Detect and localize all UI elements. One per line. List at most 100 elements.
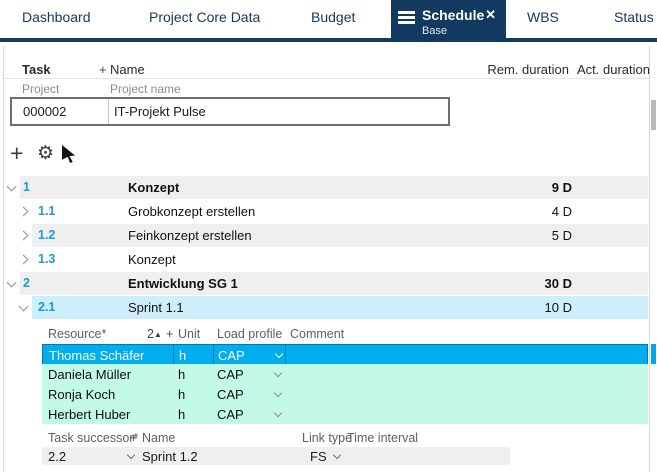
tab-status[interactable]: Status (614, 9, 654, 25)
resource-row[interactable]: Thomas Schäfer h CAP (42, 344, 648, 365)
dropdown-chevron-icon[interactable] (275, 350, 283, 358)
resource-load-profile: CAP (218, 348, 245, 363)
tab-project-core-data[interactable]: Project Core Data (149, 9, 260, 25)
task-number: 2 (23, 276, 30, 290)
resource-name: Daniela Müller (48, 367, 131, 382)
column-rem-duration[interactable]: Rem. duration (487, 62, 569, 77)
resource-table-header: Resource* 2▲ + Unit Load profile Comment (0, 327, 657, 343)
vertical-scrollbar-thumb[interactable] (651, 100, 656, 130)
resource-name: Ronja Koch (48, 387, 115, 402)
dropdown-chevron-icon[interactable] (274, 389, 282, 397)
sort-ascending-icon: ▲ (154, 330, 162, 339)
task-name: Konzept (128, 252, 176, 267)
dropdown-chevron-icon[interactable] (274, 409, 282, 417)
settings-gear-icon[interactable]: ⚙ (37, 143, 54, 165)
dropdown-chevron-icon[interactable] (274, 369, 282, 377)
cell-divider (108, 99, 109, 124)
add-resource-icon[interactable]: + (166, 327, 173, 341)
task-name: Konzept (128, 180, 179, 195)
tabbar-underline (0, 38, 657, 42)
tab-schedule-label: Schedule (422, 7, 484, 23)
resource-unit: h (178, 387, 185, 402)
task-row[interactable]: 1.2 Feinkonzept erstellen 5 D (0, 224, 657, 248)
chevron-down-icon[interactable] (7, 182, 17, 192)
task-row[interactable]: 1 Konzept 9 D (0, 176, 657, 200)
dropdown-chevron-icon[interactable] (333, 451, 341, 459)
tab-wbs[interactable]: WBS (527, 9, 559, 25)
resource-load-profile: CAP (217, 367, 244, 382)
resource-row[interactable]: Ronja Koch h CAP (42, 384, 648, 404)
task-row[interactable]: 1.1 Grobkonzept erstellen 4 D (0, 200, 657, 224)
add-column-icon[interactable]: + (99, 62, 107, 77)
column-resource[interactable]: Resource* (48, 327, 106, 341)
project-row[interactable]: 000002 IT-Projekt Pulse (10, 97, 450, 126)
project-name-field[interactable]: IT-Projekt Pulse (114, 104, 206, 119)
column-task-successor[interactable]: Task successor* (48, 431, 138, 445)
task-name: Entwicklung SG 1 (128, 276, 238, 291)
add-successor-icon[interactable]: + (130, 431, 137, 445)
resource-unit: h (178, 407, 185, 422)
resource-load-profile: CAP (217, 387, 244, 402)
task-name: Feinkonzept erstellen (128, 228, 252, 243)
resource-row[interactable]: Daniela MüllerhCAP (42, 364, 648, 384)
task-rem-duration: 4 D (552, 204, 572, 219)
close-tab-icon[interactable]: ✕ (485, 7, 496, 23)
column-unit[interactable]: Unit (178, 327, 200, 341)
chevron-down-icon[interactable] (19, 302, 29, 312)
chevron-right-icon[interactable] (19, 207, 29, 217)
task-name: Sprint 1.1 (128, 300, 184, 315)
successor-name: Sprint 1.2 (142, 449, 198, 464)
pointer-select-icon[interactable] (62, 145, 75, 163)
successor-row[interactable]: 2.2Sprint 1.2FS (42, 447, 510, 465)
resource-unit: h (179, 348, 186, 363)
task-name: Grobkonzept erstellen (128, 204, 255, 219)
column-act-duration[interactable]: Act. duration (577, 62, 650, 77)
cell-divider (173, 345, 174, 364)
successor-id: 2.2 (48, 449, 66, 464)
column-task[interactable]: Task (22, 62, 51, 77)
dropdown-chevron-icon[interactable] (127, 451, 135, 459)
task-number: 1.1 (38, 204, 55, 218)
resource-load-profile: CAP (217, 407, 244, 422)
tab-dashboard[interactable]: Dashboard (22, 9, 91, 25)
add-task-icon[interactable]: + (10, 141, 23, 165)
column-comment[interactable]: Comment (290, 327, 344, 341)
resource-name: Thomas Schäfer (49, 348, 144, 363)
column-time-interval[interactable]: Time interval (347, 431, 418, 445)
tab-budget[interactable]: Budget (311, 9, 355, 25)
column-successor-name[interactable]: Name (142, 431, 175, 445)
task-number: 1 (23, 180, 30, 194)
task-row-shade (32, 248, 648, 271)
project-id-field[interactable]: 000002 (23, 104, 66, 119)
selected-row-edge-marker (651, 344, 656, 364)
sort-indicator[interactable]: 2▲ (147, 327, 162, 341)
task-rem-duration: 10 D (545, 300, 572, 315)
header-divider (4, 78, 649, 79)
column-link-type[interactable]: Link type (302, 431, 352, 445)
column-name[interactable]: Name (110, 62, 145, 77)
task-rem-duration: 30 D (545, 276, 572, 291)
tab-schedule-sublabel: Base (422, 25, 447, 37)
resource-row[interactable]: Herbert Huber h CAP (42, 404, 648, 424)
task-table-header: Task + Name Rem. duration Act. duration (0, 62, 657, 78)
tab-schedule-active[interactable]: Schedule ✕ Base (391, 0, 506, 42)
task-row[interactable]: 2 Entwicklung SG 1 30 D (0, 272, 657, 296)
project-row-label: Project (22, 82, 59, 96)
cell-divider (285, 345, 286, 364)
task-number: 2.1 (38, 300, 55, 314)
task-rem-duration: 9 D (552, 180, 572, 195)
tab-bar: Dashboard Project Core Data Budget Sched… (0, 0, 657, 42)
hamburger-menu-icon[interactable] (398, 11, 415, 24)
task-number: 1.3 (38, 252, 55, 266)
successor-table-header: Task successor* + Name Link type Time in… (0, 431, 657, 447)
task-rem-duration: 5 D (552, 228, 572, 243)
chevron-right-icon[interactable] (19, 231, 29, 241)
task-row[interactable]: 1.3 Konzept (0, 248, 657, 272)
task-row[interactable]: 2.1 Sprint 1.1 10 D (0, 296, 657, 320)
chevron-down-icon[interactable] (7, 278, 17, 288)
resource-name: Herbert Huber (48, 407, 130, 422)
column-load-profile[interactable]: Load profile (217, 327, 282, 341)
cell-divider (213, 345, 214, 364)
chevron-right-icon[interactable] (19, 255, 29, 265)
task-number: 1.2 (38, 228, 55, 242)
